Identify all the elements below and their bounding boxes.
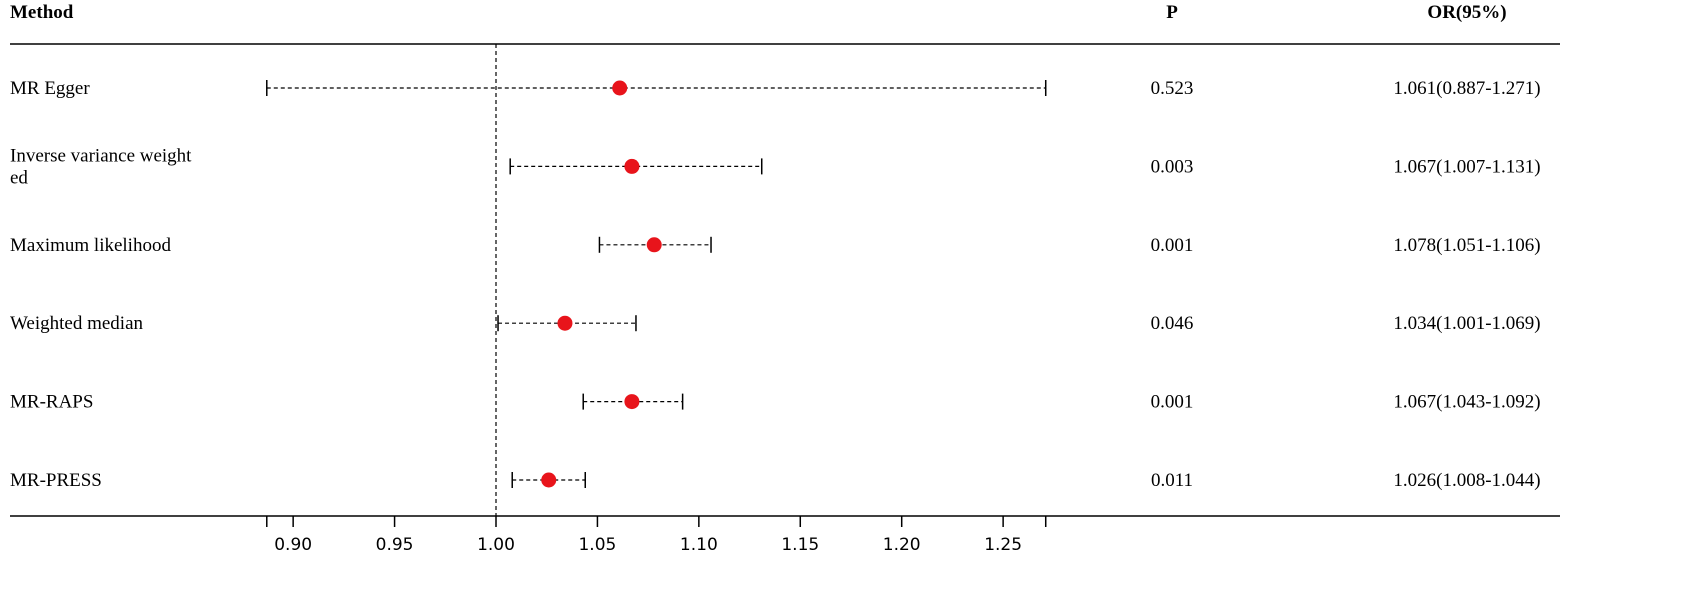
p-value: 0.011 [1151,470,1193,491]
x-tick-label: 1.05 [578,535,616,555]
p-value: 0.046 [1151,313,1194,334]
method-label: Inverse variance weight ed [10,145,192,188]
method-label-line: Inverse variance weight [10,145,192,166]
x-tick-label: 1.10 [680,535,718,555]
method-label-line: Weighted median [10,313,144,334]
method-label-line: MR-RAPS [10,392,93,413]
or-ci-text: 1.067(1.043-1.092) [1393,392,1540,413]
method-label: MR Egger [10,78,90,99]
x-tick-label: 0.95 [376,535,414,555]
x-tick-label: 1.15 [781,535,819,555]
point-estimate [557,315,573,331]
forest-row: Inverse variance weight ed 0.003 1.067(1.00… [10,145,1541,188]
or-ci-text: 1.078(1.051-1.106) [1393,235,1540,256]
method-label-line: Maximum likelihood [10,235,171,256]
point-estimate [612,80,628,96]
x-tick-label: 1.25 [984,535,1022,555]
p-value: 0.001 [1151,392,1194,413]
method-label: Maximum likelihood [10,235,171,256]
x-tick-label: 0.90 [274,535,312,555]
forest-row: MR Egger 0.523 1.061(0.887-1.271) [10,78,1541,99]
header-method: Method [10,2,74,23]
point-estimate [646,237,662,253]
forest-row: Weighted median 0.046 1.034(1.001-1.069) [10,313,1541,334]
x-tick-label: 1.20 [883,535,921,555]
header-or: OR(95%) [1427,2,1506,23]
forest-row: Maximum likelihood 0.001 1.078(1.051-1.106… [10,235,1541,256]
or-ci-text: 1.067(1.007-1.131) [1393,156,1540,177]
x-tick-label: 1.00 [477,535,515,555]
point-estimate [541,472,557,488]
method-label-line: ed [10,167,28,188]
p-value: 0.001 [1151,235,1194,256]
or-ci-text: 1.061(0.887-1.271) [1393,78,1540,99]
point-estimate [624,394,640,410]
method-label-line: MR-PRESS [10,470,102,491]
p-value: 0.003 [1151,156,1194,177]
p-value: 0.523 [1151,78,1194,99]
forest-row: MR-RAPS 0.001 1.067(1.043-1.092) [10,392,1541,413]
x-axis-ticks: 0.90 0.95 1.00 1.05 1.10 1.15 1.20 1.25 [266,516,1047,555]
method-label: Weighted median [10,313,144,334]
or-ci-text: 1.034(1.001-1.069) [1393,313,1540,334]
forest-rows: MR Egger 0.523 1.061(0.887-1.271) Inverse v… [10,78,1541,491]
header-p: P [1166,2,1178,23]
or-ci-text: 1.026(1.008-1.044) [1393,470,1540,491]
point-estimate [624,158,640,174]
method-label-line: MR Egger [10,78,90,99]
method-label: MR-PRESS [10,470,102,491]
forest-row: MR-PRESS 0.011 1.026(1.008-1.044) [10,470,1541,491]
method-label: MR-RAPS [10,392,93,413]
